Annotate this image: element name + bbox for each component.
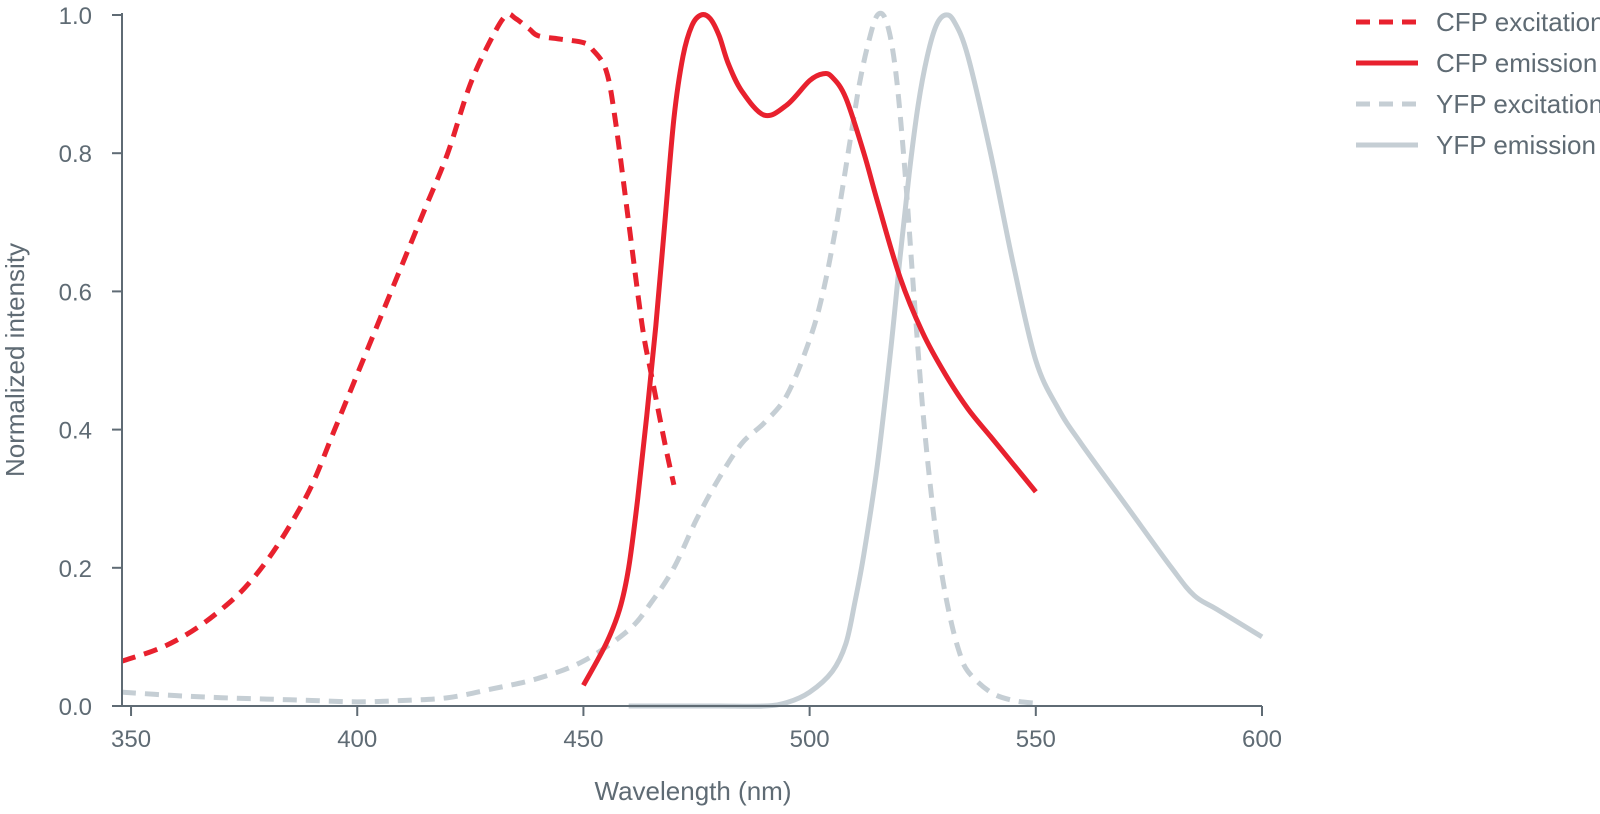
series-line-cfp-excitation <box>121 11 677 664</box>
legend-label-cfp-excitation: CFP excitation <box>1436 7 1600 37</box>
legend-label-yfp-emission: YFP emission <box>1436 130 1596 160</box>
series-line-yfp-emission <box>628 12 1264 709</box>
x-tick-label: 600 <box>1242 726 1282 753</box>
series-line-yfp-excitation <box>121 10 1037 706</box>
series-line-cfp-emission <box>581 12 1038 687</box>
x-tick-label: 350 <box>111 726 151 753</box>
x-tick-label: 450 <box>563 726 603 753</box>
axes-layer: 0.0 0.2 0.4 0.6 0.8 1.0 350 400 450 500 550 600 <box>59 3 1282 753</box>
y-tick-label: 0.2 <box>59 556 92 583</box>
y-tick-label: 0.6 <box>59 279 92 306</box>
y-tick-label: 0.8 <box>59 141 92 168</box>
y-axis-label: Normalized intensity <box>0 243 30 477</box>
legend-label-cfp-emission: CFP emission <box>1436 48 1597 78</box>
x-tick-label: 500 <box>790 726 830 753</box>
legend: CFP excitation CFP emission YFP excitation… <box>1356 7 1600 160</box>
series-layer <box>121 10 1264 709</box>
x-axis-label: Wavelength (nm) <box>595 776 792 806</box>
legend-label-yfp-excitation: YFP excitation <box>1436 89 1600 119</box>
y-tick-label: 0.0 <box>59 694 92 721</box>
x-tick-label: 400 <box>337 726 377 753</box>
y-tick-label: 0.4 <box>59 418 92 445</box>
x-tick-label: 550 <box>1016 726 1056 753</box>
y-tick-label: 1.0 <box>59 3 92 30</box>
